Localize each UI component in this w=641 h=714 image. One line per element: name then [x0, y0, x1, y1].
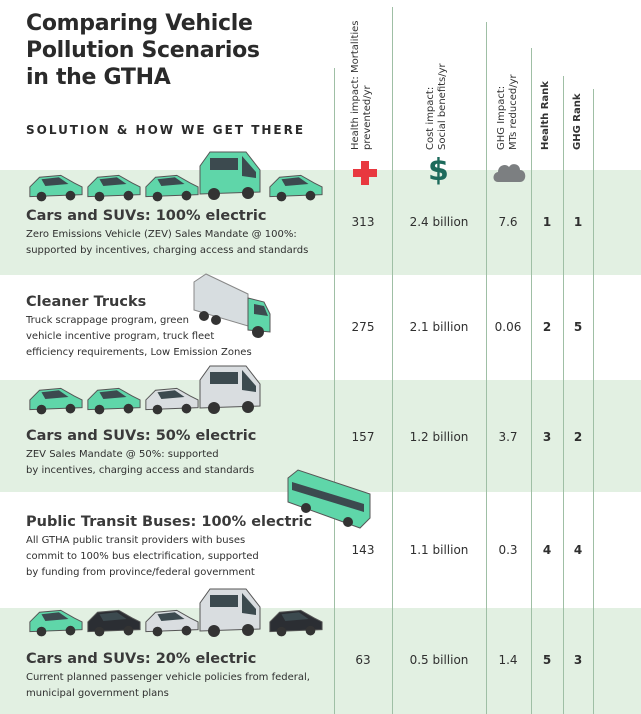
column-header: Health Rank	[540, 81, 552, 150]
electric-car-icon	[142, 165, 200, 209]
table-cell: 63	[355, 653, 371, 667]
subtitle: SOLUTION & HOW WE GET THERE	[26, 123, 306, 137]
table-cell: 143	[351, 543, 375, 557]
table-cell: 4	[542, 543, 552, 557]
row-description: Zero Emissions Vehicle (ZEV) Sales Manda…	[26, 227, 308, 259]
description-line: efficiency requirements, Low Emission Zo…	[26, 347, 252, 358]
table-cell: 5	[542, 653, 552, 667]
description-line: commit to 100% bus electrification, supp…	[26, 551, 259, 562]
table-cell: 1.1 billion	[409, 543, 469, 557]
column-header-line: Cost impact:	[425, 86, 436, 150]
table-cell: 1	[542, 215, 552, 229]
row-description: Current planned passenger vehicle polici…	[26, 670, 310, 702]
dollar-sign-icon: $	[428, 153, 449, 188]
table-cell: 1.2 billion	[409, 430, 469, 444]
table-cell: 157	[351, 430, 375, 444]
description-line: by incentives, charging access and stand…	[26, 465, 255, 476]
column-header: Health impact: Mortalities prevented/yr	[350, 20, 374, 150]
electric-suv-icon	[196, 148, 264, 208]
row-title: Public Transit Buses: 100% electric	[26, 514, 313, 530]
table-cell: 0.3	[498, 543, 518, 557]
row-description: ZEV Sales Mandate @ 50%: supported by inc…	[26, 447, 254, 479]
table-cell: 1.4	[498, 653, 518, 667]
electric-car-icon	[84, 378, 142, 422]
table-cell: 2	[573, 430, 583, 444]
description-line: vehicle incentive program, truck fleet	[26, 331, 215, 342]
column-header: GHG Rank	[572, 94, 584, 150]
description-line: All GTHA public transit providers with b…	[26, 535, 246, 546]
description-line: ZEV Sales Mandate @ 50%: supported	[26, 449, 219, 460]
gas-car-icon	[142, 600, 200, 644]
table-cell: 0.5 billion	[409, 653, 469, 667]
description-line: Truck scrappage program, green	[26, 315, 189, 326]
table-cell: 313	[351, 215, 375, 229]
table-cell: 275	[351, 320, 375, 334]
electric-car-icon	[26, 378, 84, 422]
description-line: municipal government plans	[26, 688, 169, 699]
column-header-line: Social benefits/yr	[437, 63, 448, 150]
electric-car-icon	[26, 165, 84, 209]
gas-suv-icon	[196, 362, 264, 422]
electric-truck-icon	[192, 272, 272, 348]
title-line: in the GTHA	[26, 65, 171, 90]
column-header-line: MTs reduced/yr	[508, 74, 519, 150]
gas-car-icon	[142, 378, 200, 422]
table-cell: 2.4 billion	[409, 215, 469, 229]
table-cell: 2	[542, 320, 552, 334]
column-divider	[531, 48, 532, 714]
red-cross-icon	[352, 160, 378, 190]
row-title: Cars and SUVs: 20% electric	[26, 651, 257, 667]
table-cell: 3	[573, 653, 583, 667]
row-description: All GTHA public transit providers with b…	[26, 533, 259, 581]
table-cell: 1	[573, 215, 583, 229]
column-header-line: prevented/yr	[362, 85, 373, 150]
electric-bus-icon	[286, 468, 372, 538]
description-line: by funding from province/federal governm…	[26, 567, 255, 578]
table-cell: 0.06	[494, 320, 522, 334]
row-title: Cleaner Trucks	[26, 294, 147, 310]
column-divider	[334, 68, 335, 714]
electric-car-icon	[84, 165, 142, 209]
column-header: Cost impact: Social benefits/yr	[425, 63, 449, 150]
table-cell: 7.6	[498, 215, 518, 229]
gas-car-icon	[266, 600, 324, 644]
gas-car-icon	[84, 600, 142, 644]
column-header: GHG Impact: MTs reduced/yr	[496, 74, 520, 150]
table-cell: 5	[573, 320, 583, 334]
electric-car-icon	[266, 165, 324, 209]
column-divider	[563, 76, 564, 714]
title-line: Pollution Scenarios	[26, 38, 260, 63]
gas-suv-icon	[196, 585, 264, 645]
cloud-icon	[492, 158, 528, 190]
column-divider	[392, 7, 393, 714]
row-description: Truck scrappage program, green vehicle in…	[26, 313, 252, 361]
column-header-line: GHG Impact:	[496, 85, 507, 150]
table-cell: 3.7	[498, 430, 518, 444]
table-cell: 3	[542, 430, 552, 444]
column-divider	[486, 22, 487, 714]
row-title: Cars and SUVs: 100% electric	[26, 208, 267, 224]
column-header-line: Health impact: Mortalities	[350, 20, 361, 150]
description-line: Zero Emissions Vehicle (ZEV) Sales Manda…	[26, 229, 297, 240]
title-line: Comparing Vehicle	[26, 11, 253, 36]
description-line: Current planned passenger vehicle polici…	[26, 672, 310, 683]
page-title: Comparing Vehicle Pollution Scenarios in t…	[26, 10, 260, 91]
column-header-line: Health Rank	[540, 81, 551, 150]
column-divider	[593, 89, 594, 714]
description-line: supported by incentives, charging access…	[26, 245, 309, 256]
row-title: Cars and SUVs: 50% electric	[26, 428, 257, 444]
table-cell: 2.1 billion	[409, 320, 469, 334]
table-cell: 4	[573, 543, 583, 557]
electric-car-icon	[26, 600, 84, 644]
column-header-line: GHG Rank	[572, 93, 583, 150]
